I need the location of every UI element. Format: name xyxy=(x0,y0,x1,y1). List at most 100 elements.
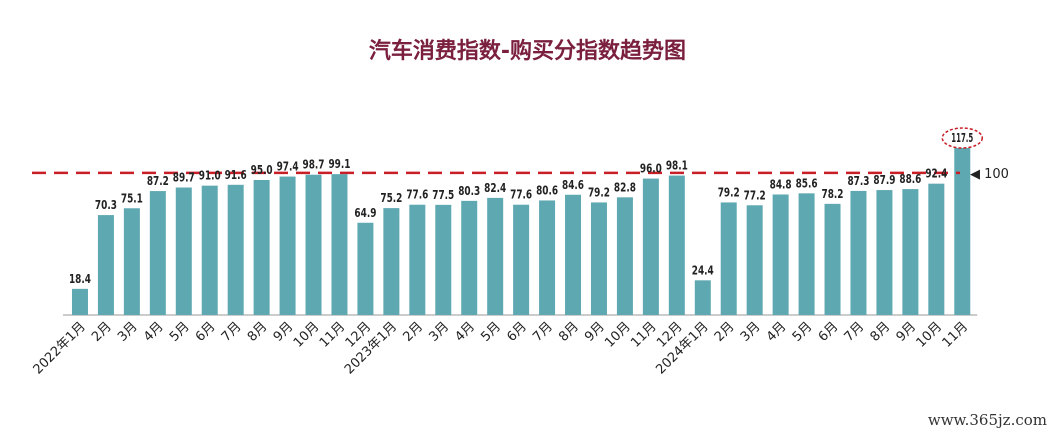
data-label: 18.4 xyxy=(69,272,91,286)
data-label: 84.6 xyxy=(562,178,584,192)
data-label: 89.7 xyxy=(173,171,195,185)
x-tick-label: 4月 xyxy=(764,319,790,345)
data-label: 117.5 xyxy=(951,131,973,145)
x-tick-label: 5月 xyxy=(167,319,193,345)
bar xyxy=(331,174,348,315)
x-tick-label: 3月 xyxy=(738,319,764,345)
bar xyxy=(175,187,192,315)
x-tick-label: 8月 xyxy=(245,319,271,345)
watermark: www.365jz.com xyxy=(927,411,1047,429)
data-label: 84.8 xyxy=(770,177,792,191)
bar xyxy=(409,204,426,315)
bar xyxy=(616,197,633,315)
data-label: 85.6 xyxy=(796,176,818,190)
bar xyxy=(513,204,530,315)
data-label: 77.6 xyxy=(510,188,532,202)
data-label: 87.9 xyxy=(873,173,895,187)
x-tick-label: 4月 xyxy=(141,319,167,345)
bar xyxy=(928,183,945,315)
x-tick-label: 11月 xyxy=(940,319,971,350)
data-label: 92.4 xyxy=(925,167,947,181)
bar xyxy=(539,200,556,315)
data-label: 80.6 xyxy=(536,183,558,197)
bar xyxy=(383,208,400,315)
x-tick-label: 7月 xyxy=(530,319,556,345)
x-tick-label: 10月 xyxy=(602,319,633,350)
data-label: 77.5 xyxy=(432,188,454,202)
x-tick-label: 11月 xyxy=(628,319,659,350)
bar xyxy=(772,194,789,315)
bar xyxy=(149,191,166,315)
highlight-circle xyxy=(941,127,984,149)
data-label: 75.2 xyxy=(380,191,402,205)
x-tick-label: 6月 xyxy=(193,319,219,345)
data-label: 87.3 xyxy=(847,174,869,188)
data-label: 75.1 xyxy=(121,191,143,205)
x-tick-label: 5月 xyxy=(790,319,816,345)
bar xyxy=(720,202,737,315)
x-tick-label: 2月 xyxy=(89,319,115,345)
bar xyxy=(824,203,841,315)
data-label: 24.4 xyxy=(692,263,714,277)
bar xyxy=(642,178,659,315)
data-label: 77.2 xyxy=(744,188,766,202)
data-label: 98.1 xyxy=(666,159,688,173)
data-label: 79.2 xyxy=(718,185,740,199)
data-label: 96.0 xyxy=(640,162,662,176)
bar xyxy=(668,175,685,315)
data-label: 70.3 xyxy=(95,198,117,212)
data-label: 98.7 xyxy=(303,158,325,172)
x-tick-label: 2月 xyxy=(400,319,426,345)
x-tick-label: 3月 xyxy=(115,319,141,345)
chart-title: 汽车消费指数-购买分指数趋势图 xyxy=(368,39,687,64)
bar xyxy=(253,179,270,315)
data-label: 82.4 xyxy=(484,181,506,195)
bar xyxy=(357,222,374,315)
bar xyxy=(201,185,218,315)
x-tick-label: 4月 xyxy=(452,319,478,345)
data-label: 99.1 xyxy=(328,157,350,171)
x-tick-label: 10月 xyxy=(291,319,322,350)
data-label: 87.2 xyxy=(147,174,169,188)
bar xyxy=(279,176,296,315)
x-tick-label: 3月 xyxy=(426,319,452,345)
data-label: 64.9 xyxy=(354,206,376,220)
data-label: 95.0 xyxy=(251,163,273,177)
bar xyxy=(123,208,140,315)
x-tick-label: 11月 xyxy=(317,319,348,350)
bar xyxy=(694,280,711,315)
x-tick-label: 6月 xyxy=(504,319,530,345)
x-tick-label: 10月 xyxy=(914,319,945,350)
bar xyxy=(97,215,114,315)
x-tick-label: 2022年1月 xyxy=(31,319,89,377)
x-tick-label: 7月 xyxy=(842,319,868,345)
bar xyxy=(461,200,478,315)
x-tick-label: 5月 xyxy=(478,319,504,345)
data-label: 91.0 xyxy=(199,169,221,183)
bar xyxy=(876,190,893,315)
x-tick-label: 8月 xyxy=(868,319,894,345)
bar xyxy=(798,193,815,315)
data-label: 79.2 xyxy=(588,185,610,199)
x-tick-label: 8月 xyxy=(556,319,582,345)
bar xyxy=(902,189,919,315)
data-label: 97.4 xyxy=(277,160,299,174)
reference-line-label: ◀ 100 xyxy=(970,167,1009,182)
bar xyxy=(850,190,867,315)
x-tick-label: 6月 xyxy=(816,319,842,345)
data-label: 91.6 xyxy=(225,168,247,182)
data-label: 88.6 xyxy=(899,172,921,186)
bar xyxy=(227,184,244,315)
data-label: 77.6 xyxy=(406,188,428,202)
bar xyxy=(590,202,607,315)
bar xyxy=(746,205,763,315)
bar xyxy=(954,148,971,315)
x-tick-label: 7月 xyxy=(219,319,245,345)
bar xyxy=(305,174,322,315)
data-label: 82.8 xyxy=(614,180,636,194)
x-tick-label: 2月 xyxy=(712,319,738,345)
data-label: 80.3 xyxy=(458,184,480,198)
bar xyxy=(565,194,582,315)
data-label: 78.2 xyxy=(822,187,844,201)
